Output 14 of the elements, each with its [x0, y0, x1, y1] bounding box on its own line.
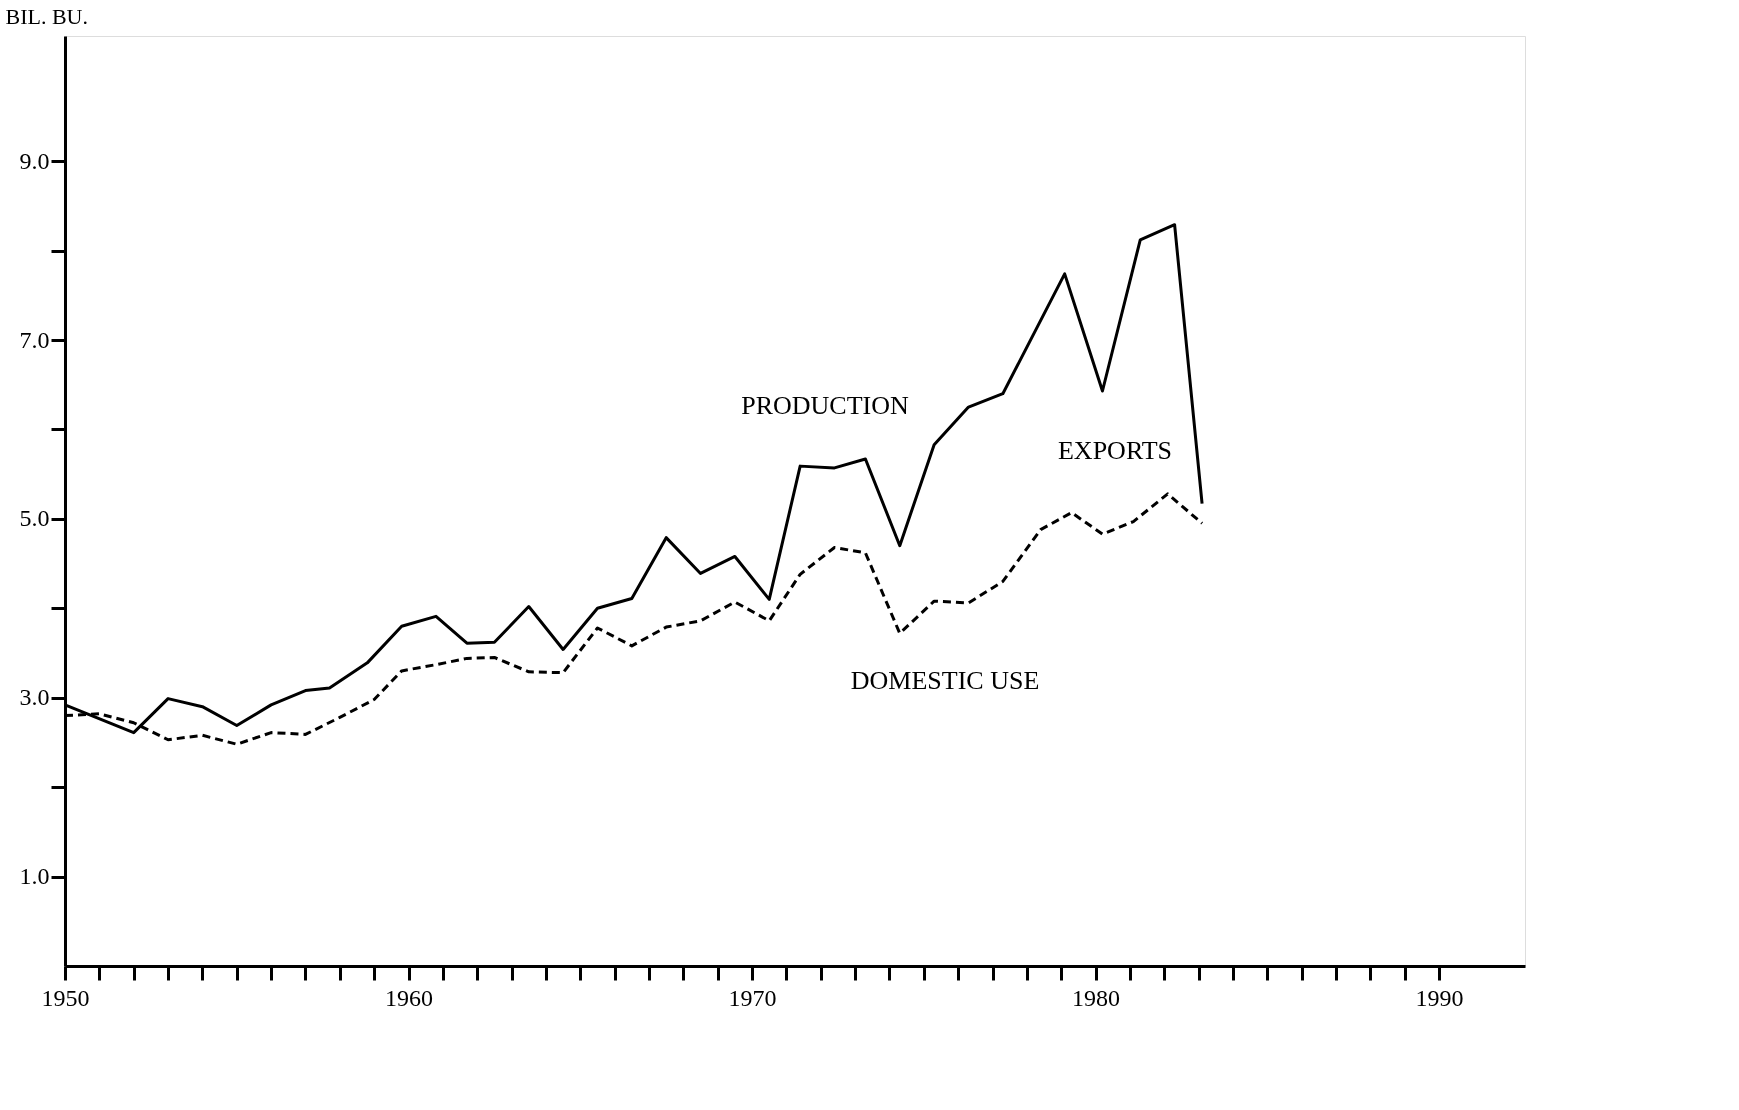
y-tick-label: 5.0	[19, 505, 50, 532]
annotation: PRODUCTION	[741, 391, 909, 420]
x-tick-label: 1960	[385, 984, 434, 1011]
y-tick-label: 7.0	[19, 326, 50, 353]
x-tick-label: 1970	[728, 984, 777, 1011]
x-tick-label: 1990	[1415, 984, 1464, 1011]
x-tick-label: 1950	[41, 984, 90, 1011]
y-tick-label: 3.0	[19, 684, 50, 711]
annotation: EXPORTS	[1057, 436, 1173, 465]
annotation: DOMESTIC USE	[850, 666, 1040, 695]
y-tick-label: 1.0	[19, 863, 50, 890]
x-tick-label: 1980	[1072, 984, 1121, 1011]
y-tick-label: 9.0	[19, 147, 50, 174]
y-axis-title: BIL. BU.	[5, 3, 88, 29]
